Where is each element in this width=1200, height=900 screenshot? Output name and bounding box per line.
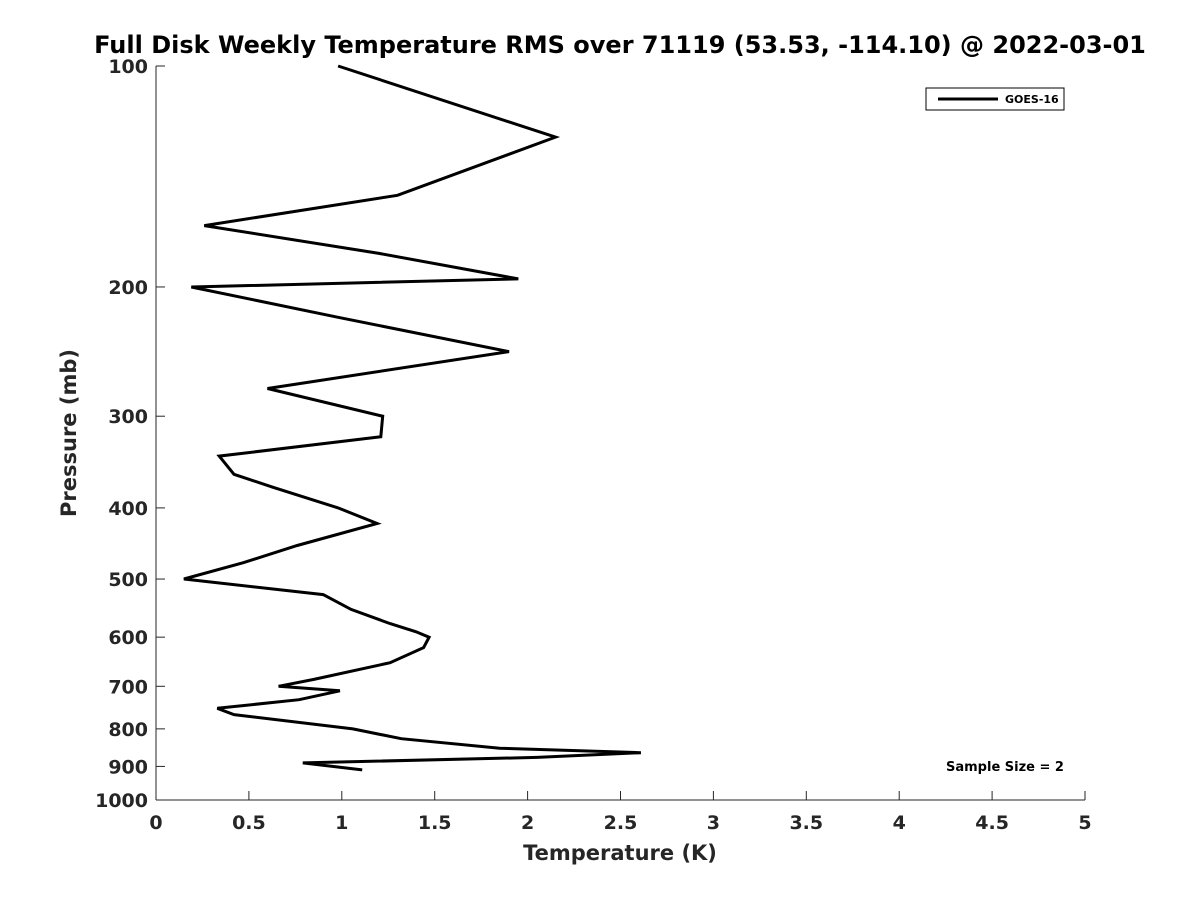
x-tick-label: 5 [1078,812,1091,834]
y-tick-label: 100 [108,56,148,78]
ticks: 0 0.5 1 1.5 2 2.5 3 3.5 4 4.5 5 100 200 300 400 500 600 7… [95,56,1092,834]
x-tick-label: 0 [149,812,162,834]
legend: GOES-16 [925,87,1065,111]
x-axis-label: Temperature (K) [523,841,717,865]
x-tick-label: 1 [335,812,348,834]
y-tick-label: 400 [108,498,148,520]
y-tick-label: 500 [108,569,148,591]
x-tick-label: 3 [707,812,720,834]
x-tick-label: 1.5 [418,812,452,834]
x-tick-label: 4.5 [975,812,1009,834]
x-tick-label: 3.5 [789,812,823,834]
chart-title: Full Disk Weekly Temperature RMS over 71… [94,31,1146,59]
axes [155,66,1085,801]
y-tick-label: 300 [108,406,148,428]
y-tick-label: 700 [108,676,148,698]
y-tick-label: 900 [108,756,148,778]
x-tick-label: 2 [521,812,534,834]
y-tick-label: 1000 [95,790,148,812]
y-tick-label: 600 [108,627,148,649]
x-tick-label: 0.5 [232,812,266,834]
legend-label: GOES-16 [1005,93,1059,106]
y-tick-label: 200 [108,277,148,299]
y-axis-label: Pressure (mb) [57,349,81,517]
sample-size-annotation: Sample Size = 2 [946,760,1064,775]
series-line-goes-16 [183,64,641,772]
x-tick-label: 4 [893,812,906,834]
y-tick-label: 800 [108,719,148,741]
x-tick-label: 2.5 [604,812,638,834]
